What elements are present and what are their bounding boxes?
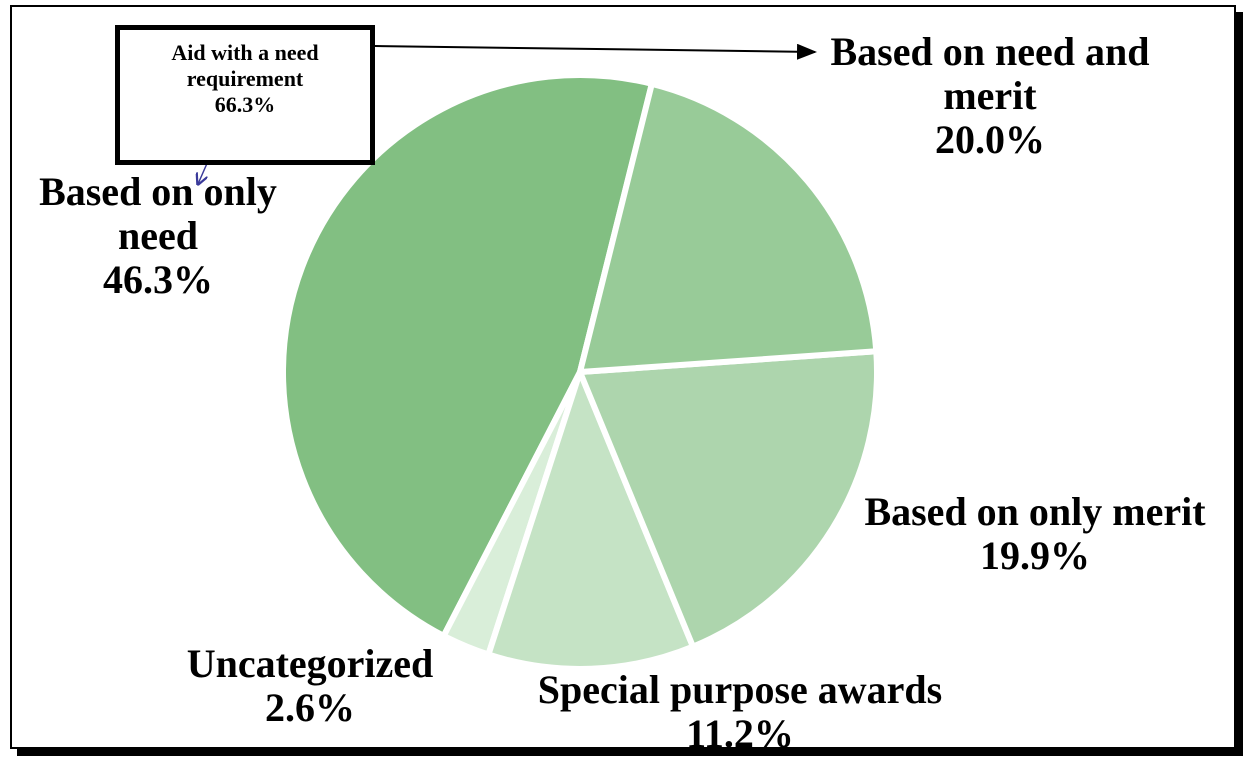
slice-name: Based on only need	[39, 169, 277, 258]
slice-name: Based on need and merit	[830, 29, 1150, 118]
slice-label: Based on need and merit 20.0%	[800, 30, 1180, 162]
annotation-box: Aid with a need requirement 66.3%	[115, 25, 375, 165]
slice-name: Based on only merit	[864, 489, 1206, 534]
slice-label: Based on only need 46.3%	[23, 170, 293, 302]
slice-label: Special purpose awards 11.2%	[510, 668, 970, 756]
pie-slice	[577, 348, 880, 650]
slice-value: 46.3%	[103, 257, 213, 302]
annotation-value: 66.3%	[214, 92, 276, 117]
annotation-text: Aid with a need requirement	[171, 40, 319, 91]
slice-name: Uncategorized	[186, 641, 434, 686]
slice-name: Special purpose awards	[537, 667, 943, 712]
pie-slice	[577, 80, 880, 375]
pie-slice	[280, 72, 655, 639]
pie-slice	[485, 369, 696, 672]
callout-arrow	[374, 43, 817, 60]
slice-value: 2.6%	[265, 685, 355, 730]
slice-value: 19.9%	[980, 533, 1090, 578]
slice-label: Uncategorized 2.6%	[160, 642, 460, 730]
slice-value: 11.2%	[686, 711, 794, 756]
slice-value: 20.0%	[935, 117, 1045, 162]
slice-label: Based on only merit 19.9%	[825, 490, 1245, 578]
